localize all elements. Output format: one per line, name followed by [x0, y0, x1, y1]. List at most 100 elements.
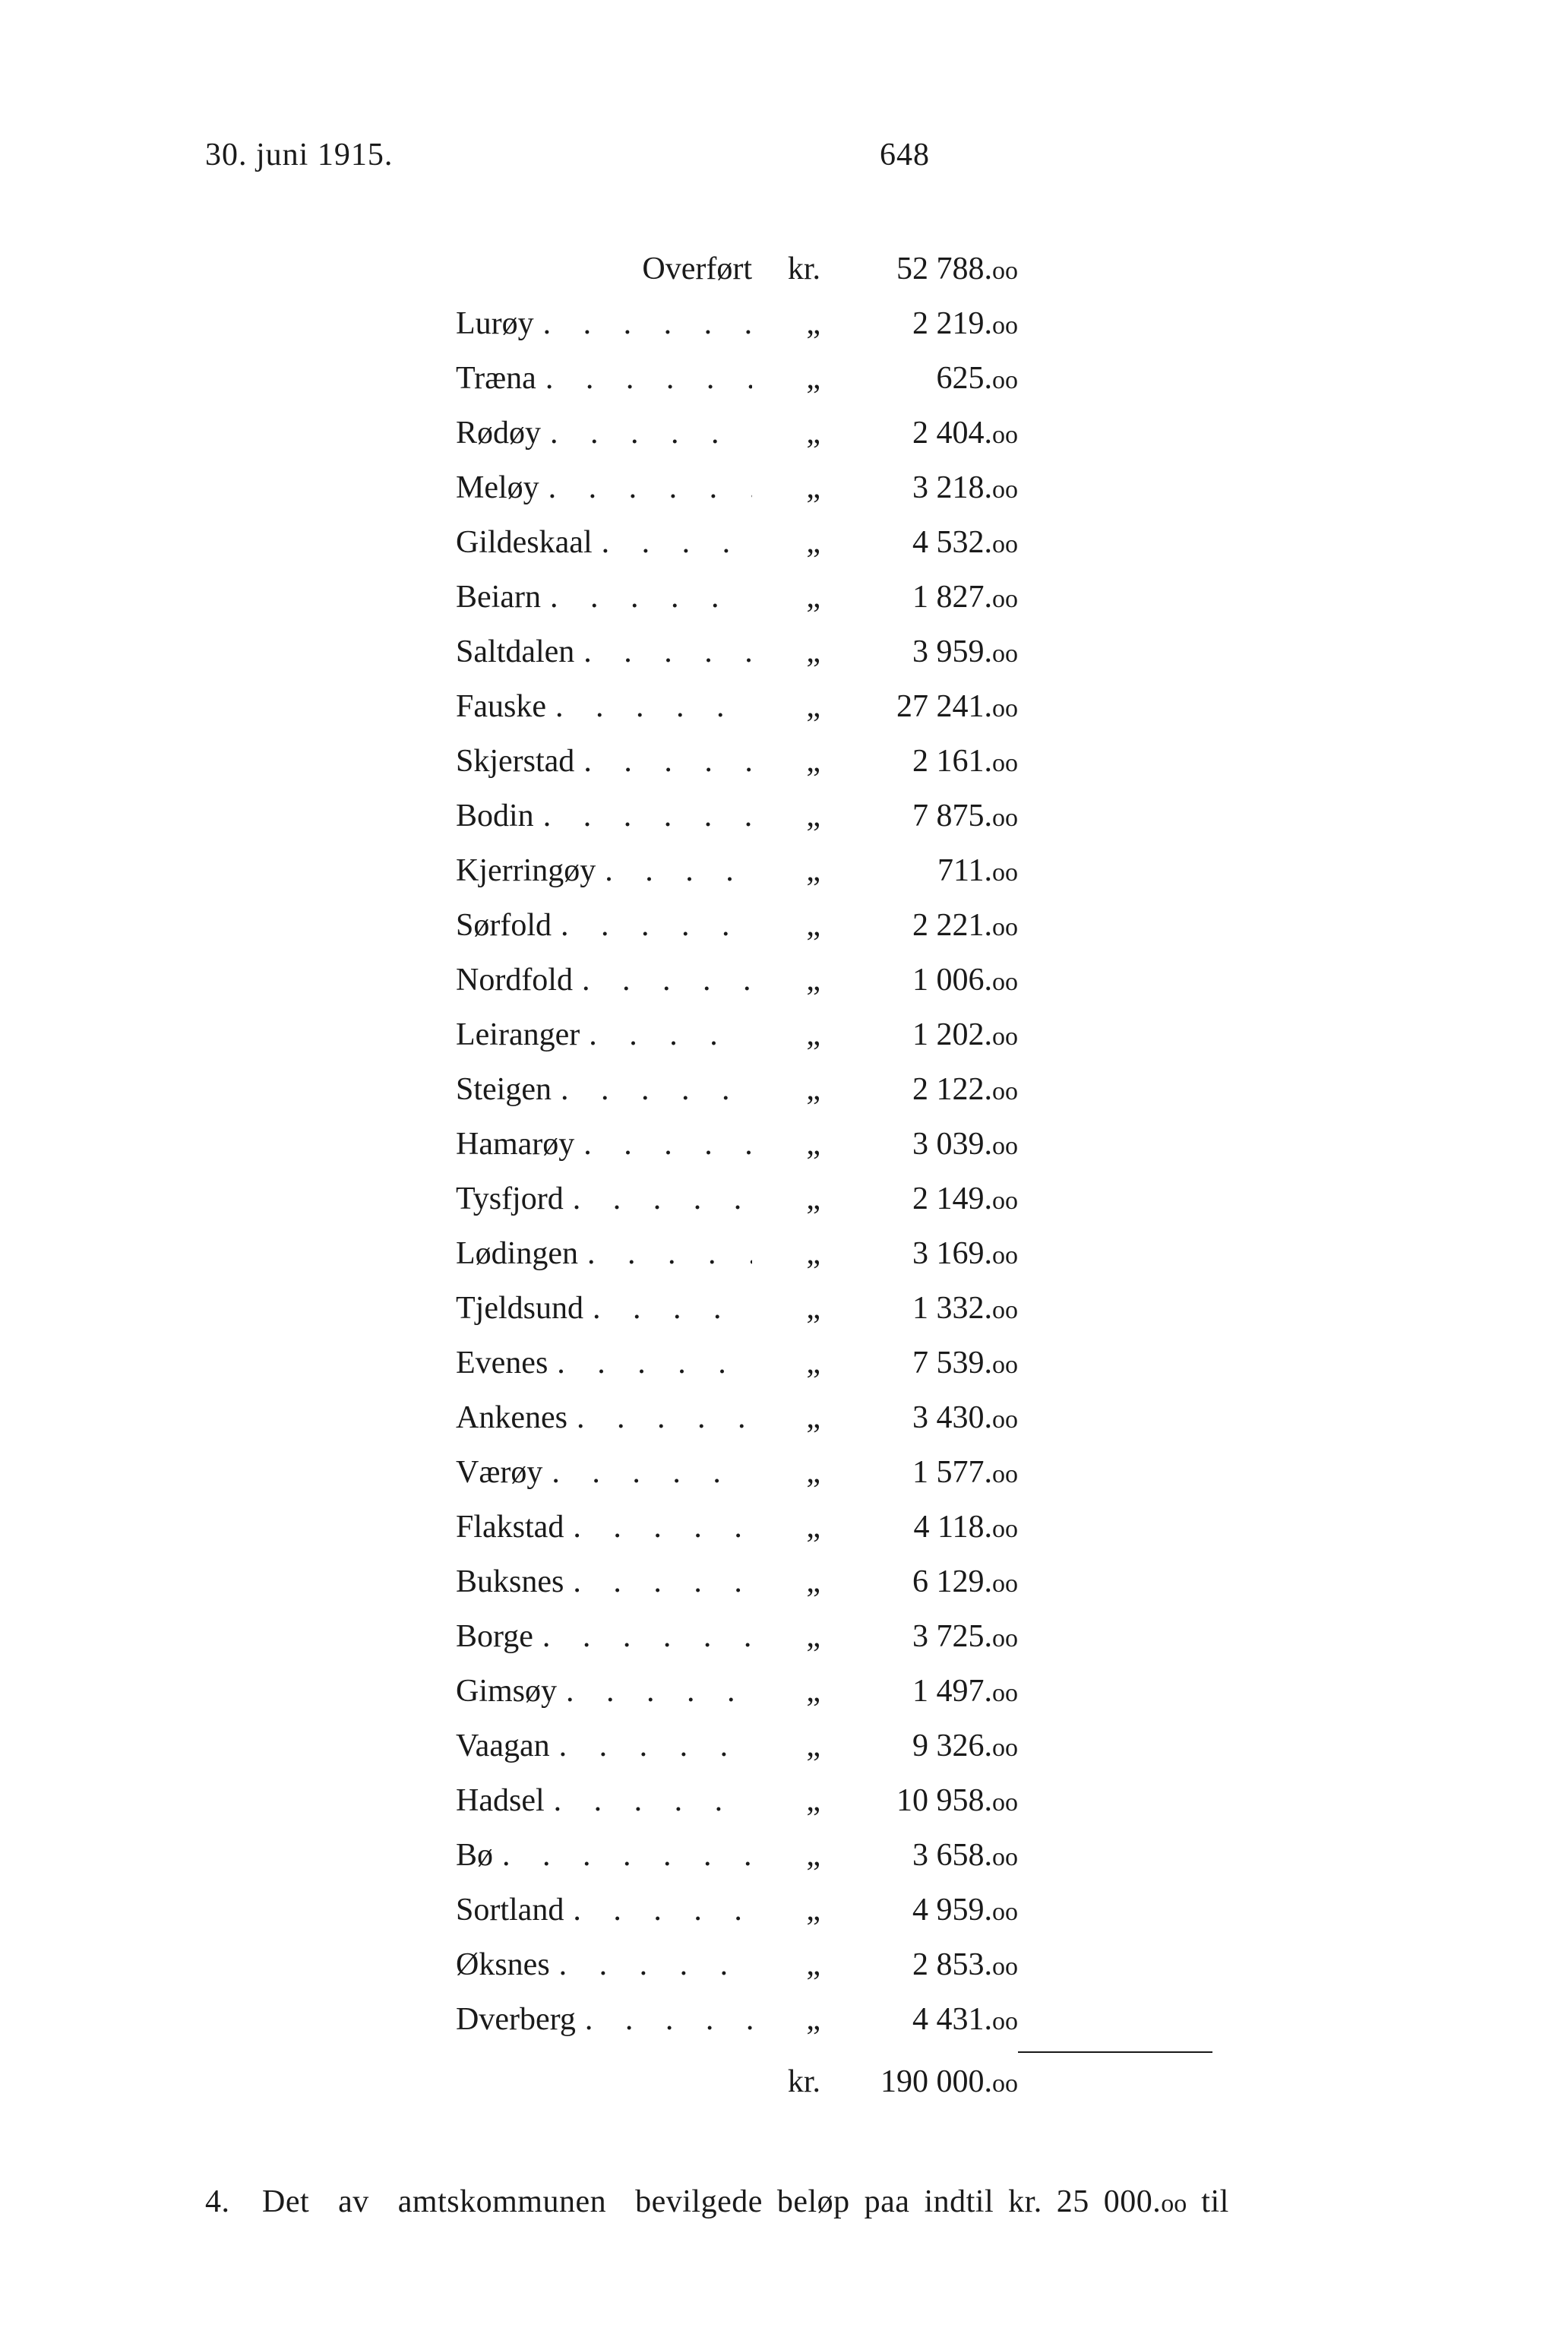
row-currency: „ — [752, 406, 836, 460]
row-label: Lurøy. . . . . . . . . . — [456, 296, 752, 351]
table-row: Hamarøy. . . . . . . . . .„3 039.oo — [456, 1117, 1216, 1172]
row-amount: 2 122.oo — [836, 1062, 1018, 1117]
row-amount: 2 219.oo — [836, 296, 1018, 351]
row-label: Buksnes. . . . . . . . . . — [456, 1554, 752, 1609]
row-currency: „ — [752, 789, 836, 843]
ledger-table: Overført kr. 52 788.oo Lurøy. . . . . . … — [456, 242, 1216, 2053]
row-label: Meløy. . . . . . . . . . — [456, 460, 752, 515]
row-currency: „ — [752, 1609, 836, 1664]
total-currency: kr. — [752, 2064, 836, 2100]
row-currency: „ — [752, 1554, 836, 1609]
row-amount: 711.oo — [836, 843, 1018, 898]
table-row: Rødøy. . . . . . . . . .„2 404.oo — [456, 406, 1216, 460]
row-currency: „ — [752, 570, 836, 625]
row-label: Træna. . . . . . . . . . — [456, 351, 752, 406]
table-row: Sortland. . . . . . . . . .„4 959.oo — [456, 1883, 1216, 1937]
table-row: Fauske. . . . . . . . . .„27 241.oo — [456, 679, 1216, 734]
overfort-amount: 52 788.oo — [836, 242, 1018, 296]
row-currency: „ — [752, 679, 836, 734]
row-currency: „ — [752, 1445, 836, 1500]
row-label: Skjerstad. . . . . . . . . . — [456, 734, 752, 789]
row-amount: 2 161.oo — [836, 734, 1018, 789]
table-row: Gildeskaal. . . . . . . . . .„4 532.oo — [456, 515, 1216, 570]
row-amount: 10 958.oo — [836, 1773, 1018, 1828]
row-label: Bø. . . . . . . . . . — [456, 1828, 752, 1883]
table-row: Bø. . . . . . . . . .„3 658.oo — [456, 1828, 1216, 1883]
table-row: Nordfold. . . . . . . . . .„1 006.oo — [456, 953, 1216, 1007]
row-currency: „ — [752, 898, 836, 953]
row-amount: 3 430.oo — [836, 1390, 1018, 1445]
row-amount: 4 959.oo — [836, 1883, 1018, 1937]
table-row: Sørfold. . . . . . . . . .„2 221.oo — [456, 898, 1216, 953]
row-label: Ankenes. . . . . . . . . . — [456, 1390, 752, 1445]
row-label: Gimsøy. . . . . . . . . . — [456, 1664, 752, 1719]
row-label: Evenes. . . . . . . . . . — [456, 1336, 752, 1390]
table-row: Steigen. . . . . . . . . .„2 122.oo — [456, 1062, 1216, 1117]
row-label: Beiarn. . . . . . . . . . — [456, 570, 752, 625]
row-amount: 625.oo — [836, 351, 1018, 406]
row-label: Øksnes. . . . . . . . . . — [456, 1937, 752, 1992]
table-row: Kjerringøy. . . . . . . . . .„711.oo — [456, 843, 1216, 898]
row-amount: 3 169.oo — [836, 1226, 1018, 1281]
row-amount: 2 853.oo — [836, 1937, 1018, 1992]
row-amount: 27 241.oo — [836, 679, 1018, 734]
row-amount: 2 221.oo — [836, 898, 1018, 953]
row-currency: „ — [752, 1062, 836, 1117]
footer-paragraph: 4. Det av amtskommunen bevilgede beløp p… — [182, 2184, 1386, 2220]
row-amount: 1 332.oo — [836, 1281, 1018, 1336]
row-currency: „ — [752, 1281, 836, 1336]
row-amount: 1 577.oo — [836, 1445, 1018, 1500]
table-row: Træna. . . . . . . . . .„625.oo — [456, 351, 1216, 406]
row-label: Gildeskaal. . . . . . . . . . — [456, 515, 752, 570]
currency-kr: kr. — [752, 242, 836, 296]
row-amount: 3 725.oo — [836, 1609, 1018, 1664]
row-label: Vaagan. . . . . . . . . . — [456, 1719, 752, 1773]
row-label: Nordfold. . . . . . . . . . — [456, 953, 752, 1007]
overfort-label: Overført — [456, 242, 752, 296]
row-label: Kjerringøy. . . . . . . . . . — [456, 843, 752, 898]
total-amount: 190 000.oo — [836, 2064, 1018, 2100]
row-currency: „ — [752, 1336, 836, 1390]
table-row: Dverberg. . . . . . . . . .„4 431.oo — [456, 1992, 1216, 2047]
row-currency: „ — [752, 843, 836, 898]
table-row: Evenes. . . . . . . . . .„7 539.oo — [456, 1336, 1216, 1390]
row-currency: „ — [752, 1117, 836, 1172]
row-amount: 1 006.oo — [836, 953, 1018, 1007]
row-currency: „ — [752, 625, 836, 679]
row-label: Leiranger. . . . . . . . . . — [456, 1007, 752, 1062]
row-label: Borge. . . . . . . . . . — [456, 1609, 752, 1664]
page-date: 30. juni 1915. — [205, 137, 393, 173]
table-row: Værøy. . . . . . . . . .„1 577.oo — [456, 1445, 1216, 1500]
overfort-row: Overført kr. 52 788.oo — [456, 242, 1216, 296]
total-row: kr. 190 000.oo — [456, 2064, 1216, 2100]
table-row: Gimsøy. . . . . . . . . .„1 497.oo — [456, 1664, 1216, 1719]
table-row: Borge. . . . . . . . . .„3 725.oo — [456, 1609, 1216, 1664]
row-amount: 3 959.oo — [836, 625, 1018, 679]
table-row: Øksnes. . . . . . . . . .„2 853.oo — [456, 1937, 1216, 1992]
row-currency: „ — [752, 1883, 836, 1937]
row-label: Fauske. . . . . . . . . . — [456, 679, 752, 734]
table-row: Skjerstad. . . . . . . . . .„2 161.oo — [456, 734, 1216, 789]
table-row: Saltdalen. . . . . . . . . .„3 959.oo — [456, 625, 1216, 679]
row-currency: „ — [752, 296, 836, 351]
row-label: Flakstad. . . . . . . . . . — [456, 1500, 752, 1554]
row-currency: „ — [752, 515, 836, 570]
row-amount: 1 497.oo — [836, 1664, 1018, 1719]
row-amount: 7 539.oo — [836, 1336, 1018, 1390]
row-currency: „ — [752, 1172, 836, 1226]
row-currency: „ — [752, 1992, 836, 2047]
table-row: Tysfjord. . . . . . . . . .„2 149.oo — [456, 1172, 1216, 1226]
row-label: Hamarøy. . . . . . . . . . — [456, 1117, 752, 1172]
row-amount: 3 039.oo — [836, 1117, 1018, 1172]
row-currency: „ — [752, 1500, 836, 1554]
row-label: Sortland. . . . . . . . . . — [456, 1883, 752, 1937]
row-label: Hadsel. . . . . . . . . . — [456, 1773, 752, 1828]
row-label: Saltdalen. . . . . . . . . . — [456, 625, 752, 679]
row-currency: „ — [752, 1007, 836, 1062]
row-amount: 7 875.oo — [836, 789, 1018, 843]
table-row: Bodin. . . . . . . . . .„7 875.oo — [456, 789, 1216, 843]
row-label: Lødingen. . . . . . . . . . — [456, 1226, 752, 1281]
row-amount: 4 431.oo — [836, 1992, 1018, 2047]
table-row: Flakstad. . . . . . . . . .„4 118.oo — [456, 1500, 1216, 1554]
row-currency: „ — [752, 351, 836, 406]
